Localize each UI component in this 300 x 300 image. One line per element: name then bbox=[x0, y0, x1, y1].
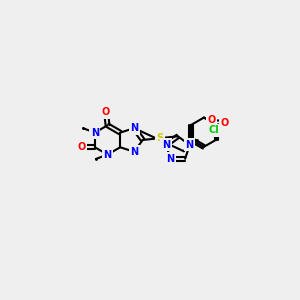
Text: N: N bbox=[130, 147, 138, 157]
Text: O: O bbox=[220, 118, 229, 128]
Text: N: N bbox=[91, 128, 99, 138]
Text: N: N bbox=[103, 150, 112, 160]
Text: S: S bbox=[157, 133, 164, 143]
Text: N: N bbox=[186, 140, 194, 150]
Text: O: O bbox=[78, 142, 86, 152]
Text: O: O bbox=[102, 107, 110, 117]
Text: N: N bbox=[162, 140, 170, 150]
Text: N: N bbox=[167, 154, 175, 164]
Text: O: O bbox=[208, 115, 216, 125]
Text: N: N bbox=[130, 123, 138, 133]
Text: Cl: Cl bbox=[208, 125, 219, 135]
